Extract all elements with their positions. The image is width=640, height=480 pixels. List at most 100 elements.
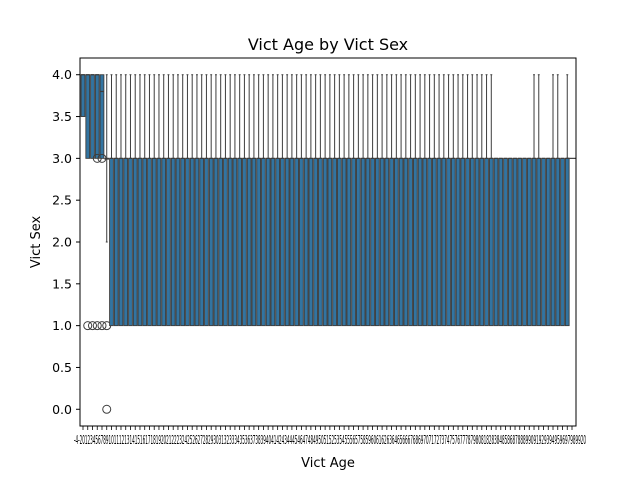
box-group — [446, 74, 451, 327]
box-group — [213, 74, 219, 327]
box-group — [379, 74, 385, 327]
box — [337, 157, 342, 327]
box-group — [251, 74, 257, 327]
y-tick-label: 2.5 — [52, 193, 72, 208]
box — [156, 157, 162, 327]
box — [142, 157, 148, 327]
box-group — [469, 74, 475, 327]
box — [493, 157, 499, 327]
box-group — [526, 157, 532, 327]
box — [360, 157, 366, 327]
box-group — [360, 74, 366, 327]
box-group — [308, 74, 314, 327]
box-group — [436, 74, 442, 327]
box-group — [375, 74, 380, 327]
box — [526, 157, 532, 327]
box — [332, 157, 337, 327]
box — [223, 157, 228, 327]
box — [484, 157, 489, 327]
box — [450, 157, 456, 327]
box — [469, 157, 475, 327]
box-group — [403, 74, 409, 327]
box-group — [261, 74, 266, 327]
box-group — [80, 74, 86, 117]
box — [531, 157, 537, 327]
box — [393, 157, 399, 327]
box-group — [560, 157, 565, 327]
box — [370, 157, 375, 327]
box-group — [479, 74, 485, 327]
box — [517, 157, 523, 327]
box — [294, 157, 299, 327]
box — [199, 157, 205, 327]
box-group — [194, 74, 200, 327]
box-group — [147, 74, 152, 327]
box — [431, 157, 437, 327]
box — [417, 157, 423, 327]
box — [460, 157, 466, 327]
box — [185, 157, 190, 327]
box — [507, 157, 513, 327]
box-group — [545, 157, 551, 327]
box-group — [156, 74, 162, 327]
box — [123, 157, 129, 327]
box — [90, 74, 95, 159]
box — [80, 74, 86, 117]
box — [365, 157, 371, 327]
box-group — [536, 74, 542, 327]
box — [436, 157, 442, 327]
box-group — [109, 74, 114, 327]
box — [227, 157, 233, 327]
box — [175, 157, 181, 327]
box-group — [118, 74, 124, 327]
box-group — [455, 74, 461, 327]
box — [446, 157, 451, 327]
box-group — [223, 74, 228, 327]
box — [208, 157, 214, 327]
box-group — [327, 74, 333, 327]
box — [488, 157, 494, 327]
box — [427, 157, 432, 327]
chart-title: Vict Age by Vict Sex — [248, 35, 408, 54]
box — [85, 74, 91, 159]
box — [408, 157, 413, 327]
box-group — [170, 74, 176, 327]
box-group — [488, 74, 494, 327]
box — [498, 157, 504, 327]
box-group — [242, 74, 247, 327]
box — [375, 157, 380, 327]
box — [389, 157, 394, 327]
box — [161, 157, 167, 327]
box — [218, 157, 224, 327]
box-group — [522, 157, 527, 327]
box — [299, 157, 304, 327]
box-group — [313, 74, 318, 327]
box — [503, 157, 508, 327]
box-group — [289, 74, 295, 327]
plot-area — [80, 74, 576, 414]
box-group — [284, 74, 290, 327]
box-group — [189, 74, 195, 327]
box — [356, 157, 361, 327]
x-axis: -4-2012345678910111213141516171819202122… — [74, 426, 586, 447]
box — [318, 157, 323, 327]
box-group — [427, 74, 432, 327]
box-group — [102, 74, 112, 414]
y-axis: 0.0 0.5 1.0 1.5 2.0 2.5 3.0 3.5 4.0 — [52, 67, 80, 417]
box — [180, 157, 186, 327]
y-tick-label: 0.0 — [52, 402, 72, 417]
box-group — [137, 74, 143, 327]
box — [351, 157, 356, 327]
box-group — [275, 74, 280, 327]
box-group — [384, 74, 390, 327]
box-group — [83, 74, 93, 331]
box — [403, 157, 409, 327]
box-group — [161, 74, 167, 327]
box — [147, 157, 152, 327]
box-group — [265, 74, 271, 327]
box — [289, 157, 295, 327]
box-group — [87, 74, 97, 331]
box-group — [422, 74, 428, 327]
box-group — [493, 157, 499, 327]
